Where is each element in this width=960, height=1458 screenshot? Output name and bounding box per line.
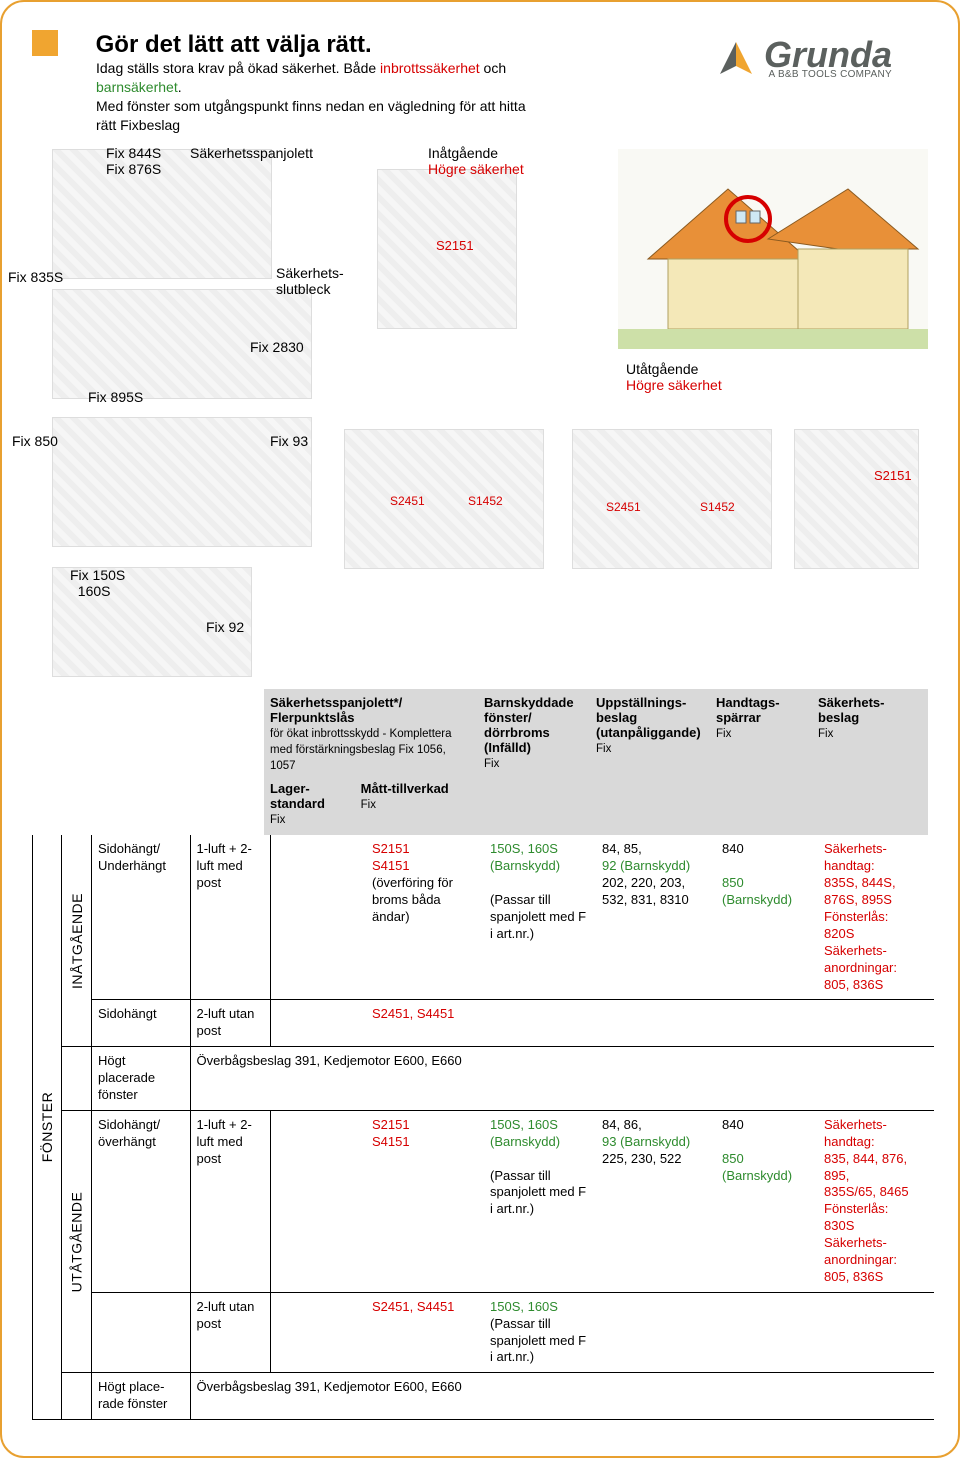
label-fix93: Fix 93 (270, 433, 308, 449)
label-fix92: Fix 92 (206, 619, 244, 635)
label-fix850: Fix 850 (12, 433, 58, 449)
table-row: Sidohängt2-luft utan postS2451, S4451 (92, 1000, 934, 1047)
hdr-matt: Mått-tillverkad (361, 781, 449, 796)
label-s2151-b: S2151 (874, 469, 912, 484)
label-utatgaende-top: Utåtgående Högre säkerhet (626, 361, 722, 393)
label-fix2830: Fix 2830 (250, 339, 304, 355)
table-row: 2-luft utan postS2451, S4451150S, 160S(P… (92, 1292, 934, 1373)
logo-mark-icon (716, 38, 756, 81)
window-illustration-4 (794, 429, 919, 569)
hdr-matt-sub: Fix (361, 799, 376, 811)
label-s1452-a: S1452 (468, 495, 503, 509)
brand-tagline: A B&B TOOLS COMPANY (764, 69, 892, 80)
label-fix895s: Fix 895S (88, 389, 143, 405)
hdr-spanjolett-sub1: för ökat inbrottsskydd - Komplettera (270, 728, 452, 740)
page-title: Gör det lätt att välja rätt. (96, 31, 372, 58)
intro-red: inbrottssäkerhet (380, 60, 480, 76)
house-illustration (618, 149, 928, 349)
hdr-hand: Handtags-spärrar (716, 695, 780, 725)
page-frame: Grunda A B&B TOOLS COMPANY Gör det lätt … (0, 0, 960, 1458)
table-headers-outer: Säkerhetsspanjolett*/ Flerpunktslås för … (32, 689, 928, 836)
table-utat: Sidohängt/ överhängt1-luft + 2-luft med … (92, 1111, 934, 1373)
main-table: FÖNSTER INÅTGÅENDE Sidohängt/ Underhängt… (32, 835, 928, 1420)
brand-logo: Grunda A B&B TOOLS COMPANY (716, 38, 892, 81)
label-fix150s: Fix 150S 160S (70, 567, 125, 599)
hdr-lager-sub: Fix (270, 814, 285, 826)
label-s2451-b: S2451 (606, 501, 641, 515)
hdr-lager: Lager-standard (270, 781, 325, 811)
intro-a: Idag ställs stora krav på ökad säkerhet.… (96, 60, 380, 76)
table-row: Sidohängt/ överhängt1-luft + 2-luft med … (92, 1111, 934, 1292)
window-illustration-2 (344, 429, 544, 569)
side-label-utat: UTÅTGÅENDE (62, 1111, 92, 1373)
label-s2451-a: S2451 (390, 495, 425, 509)
label-sakerhetsslutbleck: Säkerhets- slutbleck (276, 265, 344, 297)
hdr-spanjolett: Säkerhetsspanjolett*/ Flerpunktslås (270, 695, 402, 725)
hardware-illustration-1 (52, 149, 272, 279)
hdr-barn: Barnskyddade fönster/ dörrbroms (Infälld… (484, 695, 574, 755)
table-inat: Sidohängt/ Underhängt1-luft + 2-luft med… (92, 835, 934, 1047)
intro-text: Idag ställs stora krav på ökad säkerhet.… (96, 59, 526, 135)
intro-green: barnsäkerhet (96, 79, 178, 95)
intro-line2: Med fönster som utgångspunkt finns nedan… (96, 98, 526, 133)
side-label-inat: INÅTGÅENDE (62, 835, 92, 1047)
hdr-sak: Säkerhets-beslag (818, 695, 884, 725)
label-fix835s: Fix 835S (8, 269, 63, 285)
side-label-fonster: FÖNSTER (32, 835, 62, 1420)
hdr-spanjolett-sub2: med förstärkningsbeslag Fix 1056, 1057 (270, 744, 446, 772)
table-headers: Säkerhetsspanjolett*/ Flerpunktslås för … (264, 689, 928, 836)
label-s2151-a: S2151 (436, 239, 474, 254)
hdr-barn-sub: Fix (484, 758, 499, 770)
brand-name: Grunda (764, 39, 892, 71)
label-inatgaende-top: Inåtgående Högre säkerhet (428, 145, 524, 177)
hdr-hand-sub: Fix (716, 728, 731, 740)
window-illustration-3 (572, 429, 772, 569)
table-row: Högt place-rade fönsterÖverbågsbeslag 39… (92, 1373, 934, 1419)
hdr-upp: Uppställnings-beslag (utanpåliggande) (596, 695, 701, 740)
title-bullet-icon (32, 30, 58, 56)
table-row: Sidohängt/ Underhängt1-luft + 2-luft med… (92, 835, 934, 1000)
intro-e: . (178, 79, 182, 95)
label-fix844s: Fix 844S Fix 876S (106, 145, 161, 177)
label-sakerhetsspanjolett: Säkerhetsspanjolett (190, 145, 313, 161)
table-row: Högt placerade fönsterÖverbågsbeslag 391… (92, 1047, 934, 1110)
hdr-upp-sub: Fix (596, 743, 611, 755)
diagram-area: Fix 844S Fix 876S Säkerhetsspanjolett In… (32, 149, 928, 689)
intro-c: och (480, 60, 506, 76)
label-s1452-b: S1452 (700, 501, 735, 515)
hdr-sak-sub: Fix (818, 728, 833, 740)
